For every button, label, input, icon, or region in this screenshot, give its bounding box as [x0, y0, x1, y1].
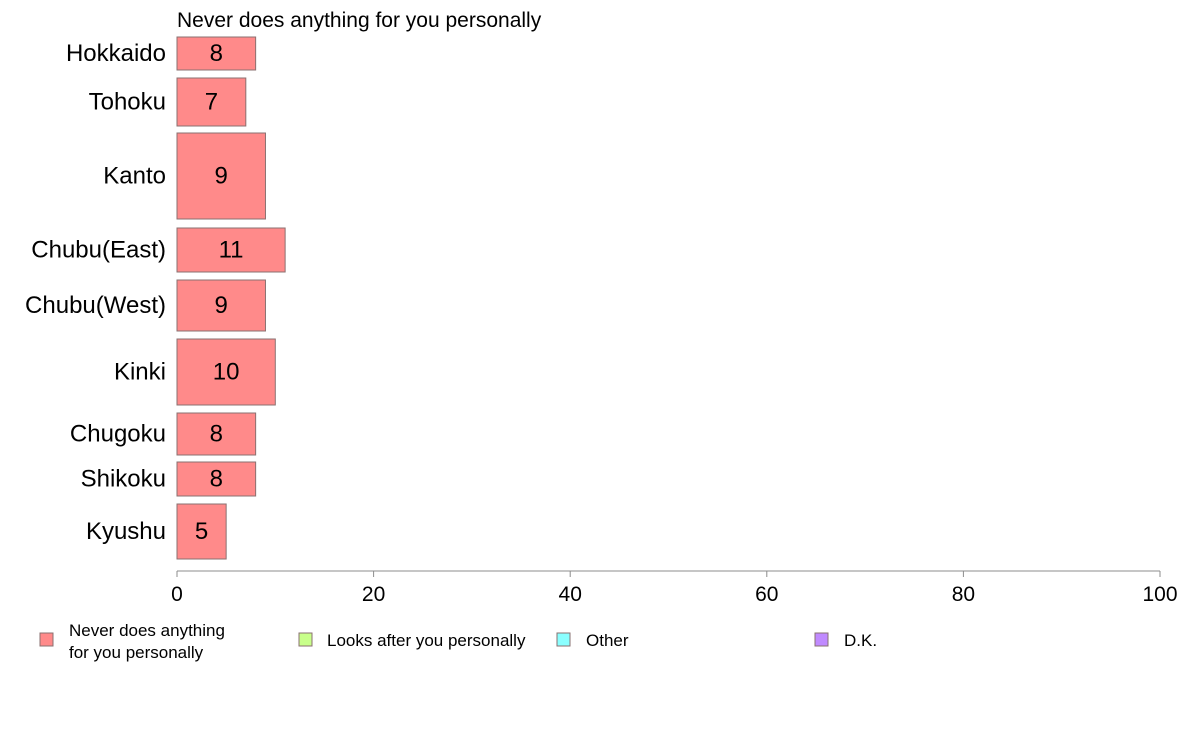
category-label: Chubu(West)	[25, 292, 166, 319]
legend-swatch	[814, 632, 829, 647]
legend-label: for you personally	[69, 643, 204, 662]
bar-value-label: 7	[205, 89, 218, 116]
bar	[176, 227, 286, 273]
bar-value-label: 9	[215, 292, 228, 319]
bar-value-label: 11	[219, 237, 244, 264]
x-tick-label: 60	[755, 583, 778, 606]
bar-value-label: 10	[213, 359, 240, 386]
x-tick-label: 40	[559, 583, 582, 606]
bar	[176, 338, 276, 406]
legend-swatch	[39, 632, 54, 647]
bar-value-label: 8	[210, 421, 223, 448]
category-label: Kinki	[114, 359, 166, 386]
category-label: Chugoku	[70, 421, 166, 448]
category-label: Kanto	[103, 163, 166, 190]
category-label: Tohoku	[89, 89, 166, 116]
legend-label: Other	[586, 631, 629, 650]
legend: Never does anything for you personally Loo…	[39, 621, 877, 662]
bar	[176, 36, 257, 71]
x-tick-label: 20	[362, 583, 385, 606]
bar-value-label: 8	[210, 466, 223, 493]
bar	[176, 279, 266, 332]
bar-value-label: 5	[195, 518, 208, 545]
legend-label: D.K.	[844, 631, 877, 650]
legend-swatch	[298, 632, 313, 647]
legend-label: Never does anything	[69, 621, 225, 640]
bar	[176, 412, 257, 456]
bar	[176, 132, 266, 220]
bar-value-label: 9	[215, 163, 228, 190]
category-label: Shikoku	[81, 466, 166, 493]
x-tick-label: 0	[171, 583, 183, 606]
bar	[176, 461, 257, 497]
category-label: Hokkaido	[66, 40, 166, 67]
category-labels: Hokkaido Tohoku Kanto Chubu(East) Chubu(West…	[25, 40, 166, 545]
bar	[176, 503, 227, 560]
legend-label: Looks after you personally	[327, 631, 526, 650]
chart-title: Never does anything for you personally	[177, 9, 542, 32]
legend-swatch	[556, 632, 571, 647]
x-axis: 0 20 40 60 80 100	[171, 570, 1178, 606]
x-tick-label: 100	[1142, 583, 1177, 606]
category-label: Chubu(East)	[31, 237, 166, 264]
bar-value-label: 8	[210, 40, 223, 67]
bar	[176, 77, 247, 127]
category-label: Kyushu	[86, 518, 166, 545]
x-tick-label: 80	[952, 583, 975, 606]
